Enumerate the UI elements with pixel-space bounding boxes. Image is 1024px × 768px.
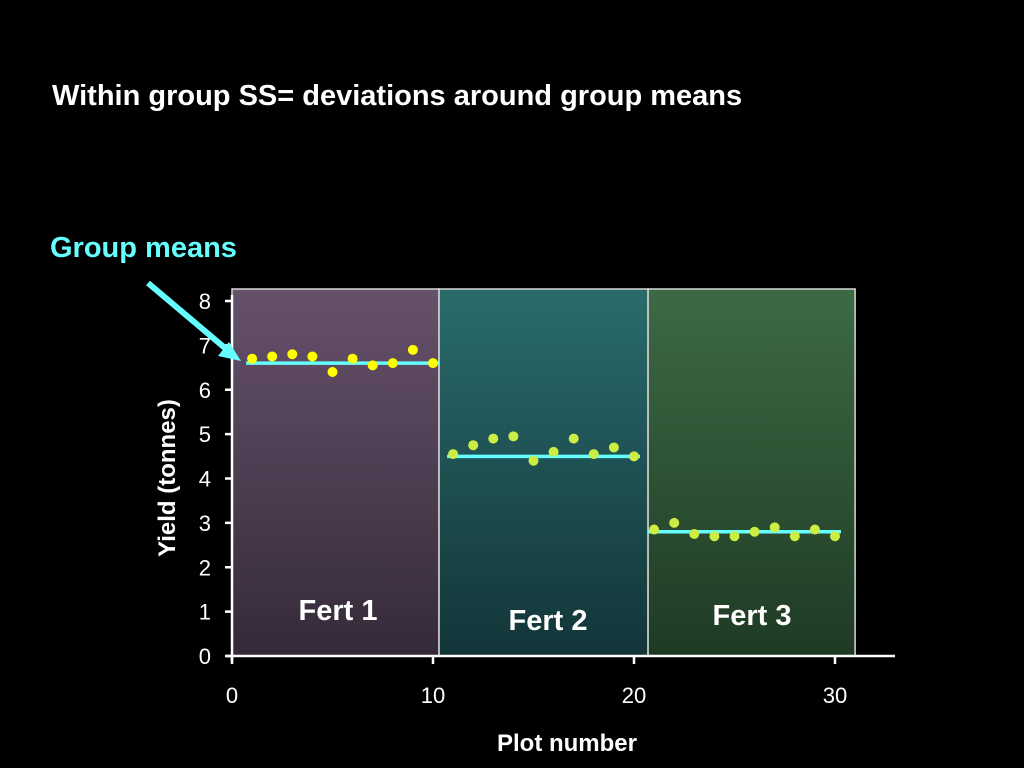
y-tick-label: 4 [199,467,211,492]
data-point-group-1 [407,344,418,355]
y-tick-label: 2 [199,555,211,580]
panel-group-3 [647,288,856,657]
panel-group-2 [438,288,649,657]
data-point-group-3 [789,531,800,542]
y-tick-label: 8 [199,289,211,314]
data-point-group-2 [608,442,619,453]
data-point-group-3 [830,531,840,542]
data-point-group-3 [689,528,700,539]
data-point-group-2 [629,451,639,462]
group-label-3: Fert 3 [713,600,792,632]
group-mean-lines [246,361,841,534]
data-point-group-1 [428,358,438,369]
data-point-group-3 [729,531,740,542]
data-point-group-1 [307,351,318,362]
data-point-group-3 [769,522,780,533]
x-tick-label: 10 [421,683,445,708]
data-point-group-2 [568,433,579,444]
x-tick-label: 0 [226,683,238,708]
data-point-group-2 [468,440,479,451]
data-point-group-1 [287,349,298,360]
y-tick-label: 3 [199,511,211,536]
callout: Group means [50,232,241,361]
y-tick-label: 1 [199,600,211,625]
data-point-group-2 [488,433,499,444]
data-point-group-3 [649,524,660,535]
data-point-group-2 [448,449,459,460]
axes: 0 1 2 3 4 5 6 7 8 0 10 20 30 Plot number Yield (tonnes… [154,289,895,757]
y-tick-label: 5 [199,422,211,447]
slide-title: Within group SS= deviations around group… [52,80,743,112]
data-point-group-3 [749,526,760,537]
y-tick-label: 0 [199,644,211,669]
callout-arrow-shaft [146,280,227,351]
y-tick-label: 6 [199,378,211,403]
data-point-group-2 [508,431,519,442]
x-axis-label: Plot number [497,730,637,757]
group-means-callout-label: Group means [50,232,237,264]
data-point-group-1 [327,367,338,377]
group-labels: Fert 1 Fert 2 Fert 3 [299,595,792,637]
data-point-group-2 [548,446,559,457]
data-point-group-1 [347,353,358,364]
panel-group-1 [231,288,440,657]
callout-arrow-head [218,342,241,361]
data-point-group-3 [809,524,820,535]
x-tick-label: 20 [622,683,646,708]
y-axis-label: Yield (tonnes) [154,399,181,557]
data-point-group-1 [367,360,378,371]
data-point-group-1 [387,358,398,369]
data-point-group-1 [267,351,278,362]
y-tick-label: 7 [199,333,211,358]
data-point-group-2 [588,449,599,460]
data-point-group-3 [709,531,720,542]
x-tick-label: 30 [823,683,847,708]
data-points [247,344,840,542]
group-label-1: Fert 1 [299,595,378,627]
group-panels [231,288,856,657]
group-label-2: Fert 2 [509,605,588,637]
data-point-group-3 [669,517,680,528]
data-point-group-1 [247,353,258,364]
data-point-group-2 [528,455,539,466]
